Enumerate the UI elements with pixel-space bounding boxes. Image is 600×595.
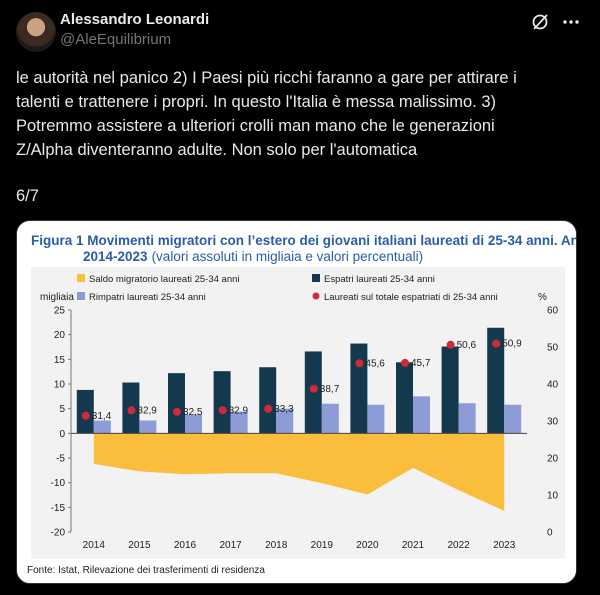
- espatri-bar: [350, 343, 368, 434]
- right-tick-label: 0: [547, 528, 553, 539]
- percent-label: 50,6: [457, 340, 477, 351]
- x-tick-label: 2014: [83, 540, 106, 551]
- left-tick-label: 0: [59, 429, 65, 440]
- tweet-image[interactable]: Figura 1 Movimenti migratori con l’ester…: [16, 220, 577, 584]
- thread-counter: 6/7: [16, 187, 39, 205]
- figure-title-years: 2014-2023: [83, 249, 148, 264]
- rimpatri-bar: [230, 411, 248, 434]
- left-tick-label: 15: [54, 355, 66, 366]
- percent-label: 33,3: [274, 404, 294, 415]
- rimpatri-bar: [321, 403, 339, 434]
- legend-label: Espatri laureati 25-34 anni: [324, 274, 435, 285]
- author-name[interactable]: Alessandro Leonardi: [60, 11, 210, 28]
- more-icon[interactable]: [561, 12, 581, 32]
- left-tick-label: -5: [56, 454, 65, 465]
- percent-point: [401, 358, 409, 367]
- x-tick-label: 2017: [219, 540, 242, 551]
- left-tick-label: 10: [54, 380, 66, 391]
- figure-title-line-1: Figura 1 Movimenti migratori con l’ester…: [31, 233, 577, 248]
- percent-point: [218, 406, 227, 415]
- left-tick-label: 5: [59, 404, 65, 415]
- percent-label: 32,9: [229, 405, 249, 416]
- tweet-line: talenti e trattenere i propri. In questo…: [16, 93, 497, 111]
- tweet-line: Potremmo assistere a ulteriori crolli ma…: [16, 117, 495, 135]
- left-tick-label: 20: [54, 330, 66, 341]
- right-tick-label: 20: [547, 454, 559, 465]
- author-handle[interactable]: @AleEquilibrium: [60, 31, 172, 48]
- left-axis-unit: migliaia: [40, 292, 74, 303]
- x-tick-label: 2023: [493, 540, 516, 551]
- x-tick-label: 2021: [402, 540, 425, 551]
- tweet-text: le autorità nel panico 2) I Paesi più ri…: [16, 66, 586, 162]
- rimpatri-bar: [276, 408, 294, 434]
- right-tick-label: 50: [547, 343, 559, 354]
- rimpatri-bar: [458, 403, 476, 434]
- right-tick-label: 10: [547, 491, 559, 502]
- legend-swatch: [77, 292, 85, 300]
- percent-point: [446, 340, 455, 349]
- espatri-bar: [441, 346, 459, 434]
- percent-point: [309, 384, 318, 393]
- plot-background: [31, 267, 565, 559]
- percent-label: 45,7: [411, 358, 431, 369]
- rimpatri-bar: [93, 420, 111, 434]
- espatri-bar: [396, 362, 413, 434]
- left-tick-label: -20: [51, 528, 66, 539]
- right-tick-label: 30: [547, 417, 559, 428]
- plot-area: 2520151050-5-10-15-20605040302010031,432…: [51, 306, 559, 552]
- grok-icon[interactable]: [530, 12, 550, 32]
- chart: Figura 1 Movimenti migratori con l’ester…: [17, 221, 577, 583]
- percent-point: [127, 406, 136, 415]
- percent-label: 31,4: [92, 411, 112, 422]
- right-tick-label: 40: [547, 380, 559, 391]
- rimpatri-bar: [185, 414, 202, 434]
- espatri-bar: [168, 373, 185, 434]
- x-tick-label: 2020: [356, 540, 379, 551]
- x-tick-label: 2016: [174, 540, 197, 551]
- saldo-area: [93, 433, 505, 511]
- x-tick-label: 2015: [128, 540, 151, 551]
- left-tick-label: 25: [54, 306, 66, 317]
- espatri-bar: [213, 371, 231, 434]
- legend-label: Saldo migratorio laureati 25-34 anni: [89, 274, 240, 285]
- right-axis-unit: %: [538, 292, 547, 303]
- legend-swatch: [312, 274, 320, 282]
- figure-source: Fonte: Istat, Rilevazione dei trasferime…: [27, 565, 265, 576]
- x-tick-label: 2022: [447, 540, 470, 551]
- x-tick-label: 2019: [311, 540, 334, 551]
- espatri-bar: [487, 327, 505, 434]
- legend-label: Rimpatri laureati 25-34 anni: [89, 292, 206, 303]
- percent-point: [264, 404, 273, 413]
- figure-subtitle: (valori assoluti in migliaia e valori pe…: [152, 249, 424, 264]
- tweet-line: le autorità nel panico 2) I Paesi più ri…: [16, 69, 517, 87]
- left-tick-label: -15: [51, 503, 66, 514]
- percent-label: 45,6: [365, 358, 385, 369]
- percent-point: [492, 339, 501, 348]
- percent-label: 50,9: [502, 339, 522, 350]
- rimpatri-bar: [413, 396, 430, 434]
- percent-label: 38,7: [320, 384, 340, 395]
- avatar[interactable]: [16, 12, 56, 52]
- espatri-bar: [259, 367, 277, 434]
- percent-point: [173, 407, 181, 416]
- espatri-bar: [76, 389, 94, 434]
- legend: Saldo migratorio laureati 25-34 anni Espa…: [77, 274, 498, 303]
- rimpatri-bar: [139, 420, 157, 434]
- percent-point: [81, 411, 90, 420]
- tweet-line: Z/Alpha diventeranno adulte. Non solo pe…: [16, 141, 418, 159]
- percent-point: [355, 359, 364, 368]
- percent-label: 32,5: [183, 407, 203, 418]
- figure-title-line-2: 2014-2023 (valori assoluti in migliaia e …: [83, 249, 423, 264]
- legend-swatch: [312, 292, 320, 300]
- right-tick-label: 60: [547, 306, 559, 317]
- rimpatri-bar: [367, 404, 385, 434]
- rimpatri-bar: [504, 404, 522, 434]
- left-tick-label: -10: [51, 478, 66, 489]
- percent-label: 32,9: [137, 405, 157, 416]
- x-tick-label: 2018: [265, 540, 288, 551]
- legend-label: Laureati sul totale espatriati di 25-34 …: [324, 292, 498, 303]
- legend-swatch: [77, 274, 85, 282]
